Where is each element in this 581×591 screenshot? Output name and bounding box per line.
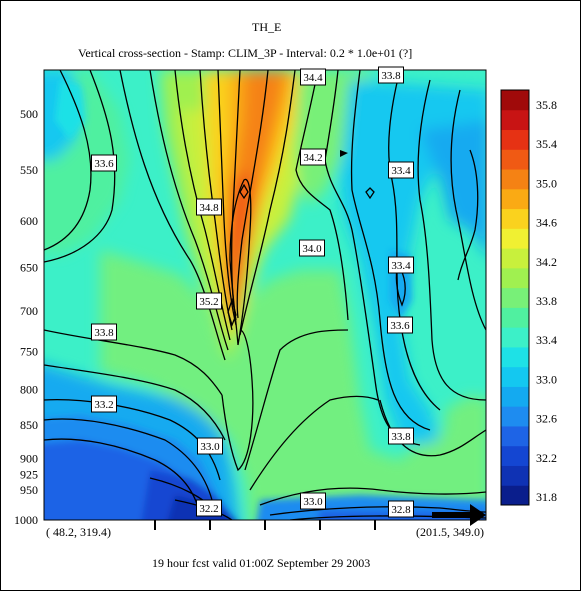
svg-text:33.8: 33.8 [391, 431, 411, 443]
svg-text:33.0: 33.0 [200, 441, 220, 453]
svg-text:34.8: 34.8 [199, 202, 219, 214]
chart-footer: 19 hour fcst valid 01:00Z September 29 2… [152, 556, 371, 570]
contour-label: 33.8 [378, 66, 404, 84]
contour-label: 33.8 [388, 427, 414, 445]
y-tick-label: 950 [20, 483, 38, 497]
colorbar-swatch [501, 188, 529, 210]
y-axis-ticks: 500 550 600 650 700 750 800 850 900 925 950 1000 [14, 107, 38, 527]
colorbar-tick-label: 33.8 [536, 294, 557, 308]
svg-text:33.4: 33.4 [391, 165, 411, 177]
contour-label: 34.0 [299, 239, 325, 257]
contour-label: 33.6 [387, 316, 413, 334]
x-axis-ticks [154, 520, 376, 530]
svg-text:33.6: 33.6 [390, 320, 410, 332]
contour-label: 34.4 [300, 68, 326, 86]
colorbar-swatch [501, 208, 529, 229]
svg-text:34.4: 34.4 [303, 72, 323, 84]
colorbar-swatch [501, 248, 529, 269]
colorbar-tick-label: 31.8 [536, 490, 557, 504]
colorbar: 35.8 35.4 35.0 34.6 34.2 33.8 33.4 33.0 32.6 32.2… [500, 89, 557, 506]
y-tick-label: 800 [20, 382, 38, 396]
colorbar-tick-label: 33.4 [536, 333, 557, 347]
colorbar-tick-label: 35.8 [536, 98, 557, 112]
svg-text:32.2: 32.2 [199, 503, 218, 515]
colorbar-tick-label: 34.6 [536, 216, 557, 230]
colorbar-swatch [501, 307, 529, 328]
colorbar-swatch [501, 90, 529, 111]
svg-text:33.8: 33.8 [381, 70, 401, 82]
colorbar-swatch [501, 228, 529, 249]
y-tick-label: 750 [20, 344, 38, 358]
contour-label: 35.2 [196, 292, 222, 310]
contour-label-boxes: 34.4 33.8 33.6 34.2 33.4 34.8 34.0 33.4 35.2 33.6… [91, 66, 414, 518]
contour-label: 33.0 [197, 437, 223, 455]
contour-label: 34.8 [196, 198, 222, 216]
contour-label: 33.8 [91, 323, 117, 341]
chart-title: TH_E [252, 20, 282, 34]
colorbar-tick-label: 32.6 [536, 412, 557, 426]
contour-label: 33.2 [91, 395, 117, 413]
contour-label: 33.4 [388, 256, 414, 274]
svg-text:33.6: 33.6 [94, 158, 114, 170]
y-tick-label: 700 [20, 304, 38, 318]
colorbar-swatch [501, 129, 529, 150]
colorbar-swatch [501, 425, 529, 447]
svg-text:33.4: 33.4 [391, 260, 411, 272]
colorbar-swatch [501, 445, 529, 466]
y-tick-label: 900 [20, 451, 38, 465]
colorbar-tick-label: 35.4 [536, 137, 557, 151]
svg-text:32.8: 32.8 [391, 504, 411, 516]
svg-text:33.0: 33.0 [303, 496, 323, 508]
colorbar-swatch [501, 149, 529, 170]
svg-text:34.0: 34.0 [302, 243, 322, 255]
colorbar-swatch [501, 109, 529, 131]
colorbar-swatch [501, 485, 529, 506]
wind-arrow-small [340, 150, 348, 157]
contour-label: 32.8 [388, 500, 414, 518]
colorbar-swatch [501, 346, 529, 368]
x-end-label: (201.5, 349.0) [416, 525, 484, 539]
contour-label: 33.0 [300, 492, 326, 510]
colorbar-swatch [501, 366, 529, 387]
svg-text:35.2: 35.2 [199, 296, 218, 308]
colorbar-swatch [501, 267, 529, 289]
contour-lines [44, 70, 486, 520]
y-tick-label: 850 [20, 418, 38, 432]
colorbar-swatch [501, 465, 529, 486]
svg-text:34.2: 34.2 [303, 152, 322, 164]
colorbar-swatch [501, 169, 529, 190]
chart-subtitle: Vertical cross-section - Stamp: CLIM_3P … [78, 46, 413, 60]
y-tick-label: 550 [20, 163, 38, 177]
y-tick-label: 500 [20, 107, 38, 121]
colorbar-tick-label: 34.2 [536, 255, 557, 269]
colorbar-swatch [501, 287, 529, 308]
x-start-label: ( 48.2, 319.4) [46, 525, 111, 539]
svg-text:33.8: 33.8 [94, 327, 114, 339]
direction-arrow [432, 504, 486, 526]
y-tick-label: 925 [20, 467, 38, 481]
colorbar-tick-label: 35.0 [536, 176, 557, 190]
y-tick-label: 650 [20, 261, 38, 275]
contour-label: 33.6 [91, 154, 117, 172]
colorbar-tick-label: 32.2 [536, 451, 557, 465]
svg-text:33.2: 33.2 [94, 399, 113, 411]
colorbar-swatch [501, 386, 529, 407]
contour-label: 33.4 [388, 161, 414, 179]
theta-e-field [44, 70, 486, 520]
y-tick-label: 600 [20, 214, 38, 228]
contour-label: 32.2 [196, 499, 222, 517]
colorbar-tick-label: 33.0 [536, 372, 557, 386]
contour-label: 34.2 [300, 148, 326, 166]
y-tick-label: 1000 [14, 513, 38, 527]
colorbar-swatch [501, 406, 529, 427]
colorbar-swatch [501, 327, 529, 348]
